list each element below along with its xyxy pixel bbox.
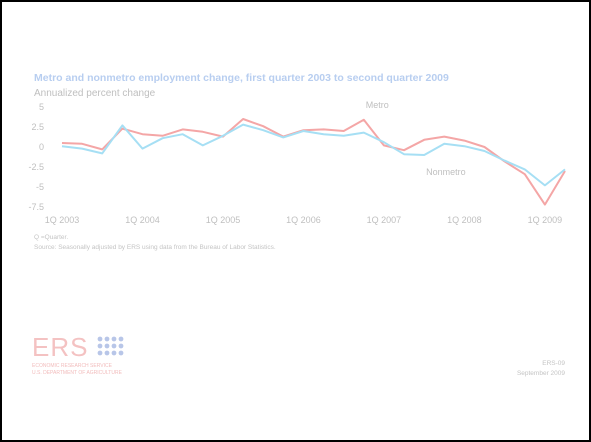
x-tick-label: 1Q 2009 xyxy=(528,215,563,225)
ers-dots-icon xyxy=(97,336,124,356)
series-line-metro xyxy=(61,118,566,206)
x-tick-label: 1Q 2004 xyxy=(125,215,160,225)
chart-subtitle: Annualized percent change xyxy=(34,88,156,99)
x-tick-label: 1Q 2003 xyxy=(45,215,80,225)
y-tick-label: -5 xyxy=(36,182,44,192)
y-tick-label: -2.5 xyxy=(28,162,44,172)
series-label-nonmetro: Nonmetro xyxy=(426,167,466,177)
y-tick-label: 5 xyxy=(39,102,44,112)
series-label-metro: Metro xyxy=(366,100,389,110)
series-line-nonmetro xyxy=(61,123,566,187)
footer-code: ERS-09 xyxy=(542,360,565,367)
y-tick-label: -7.5 xyxy=(28,202,44,212)
y-tick-label: 2.5 xyxy=(31,122,44,132)
ers-logo-line2: U.S. DEPARTMENT OF AGRICULTURE xyxy=(32,370,122,376)
x-tick-label: 1Q 2008 xyxy=(447,215,482,225)
abbrev-note: Q =Quarter. xyxy=(34,234,69,241)
chart-title: Metro and nonmetro employment change, fi… xyxy=(34,72,449,84)
ers-logo: ERS ECONOMIC RESEARCH SERVICE U.S. DEPAR… xyxy=(32,332,142,382)
footer-date: September 2009 xyxy=(516,370,565,377)
y-tick-label: 0 xyxy=(39,142,44,152)
x-tick-label: 1Q 2005 xyxy=(206,215,241,225)
x-tick-label: 1Q 2007 xyxy=(367,215,402,225)
source-note: Source: Seasonally adjusted by ERS using… xyxy=(34,244,276,251)
ers-logo-line1: ECONOMIC RESEARCH SERVICE xyxy=(32,363,112,369)
x-tick-label: 1Q 2006 xyxy=(286,215,321,225)
ers-logo-text: ERS xyxy=(32,332,89,362)
